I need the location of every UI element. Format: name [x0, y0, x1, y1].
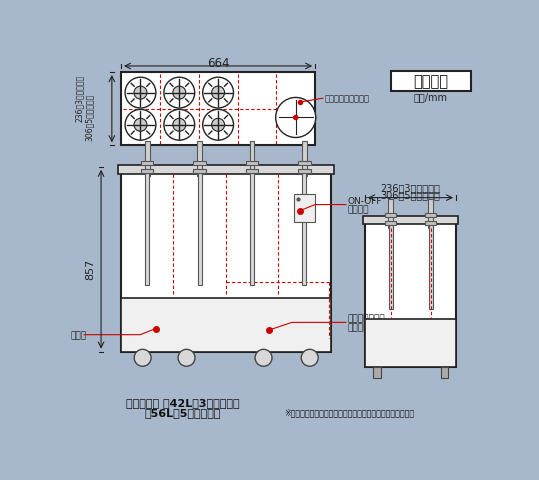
- Bar: [388, 200, 393, 229]
- Bar: [429, 200, 433, 229]
- Bar: [365, 220, 456, 367]
- Circle shape: [255, 349, 272, 367]
- Bar: [197, 142, 202, 177]
- Circle shape: [164, 78, 195, 109]
- Text: 約56L（5本タイプ）: 約56L（5本タイプ）: [144, 407, 221, 417]
- Circle shape: [164, 110, 195, 141]
- Text: 外寸法図: 外寸法図: [413, 74, 448, 89]
- Bar: [441, 367, 448, 378]
- Bar: [365, 320, 456, 367]
- Bar: [194, 170, 206, 174]
- Bar: [121, 298, 330, 352]
- Text: スラッジ除去ガイド: スラッジ除去ガイド: [324, 95, 369, 104]
- Text: 664: 664: [207, 57, 230, 70]
- Circle shape: [125, 110, 156, 141]
- Bar: [391, 72, 471, 91]
- Circle shape: [275, 98, 316, 138]
- Bar: [294, 194, 315, 222]
- Circle shape: [203, 110, 233, 141]
- Bar: [121, 168, 330, 352]
- Bar: [373, 367, 381, 378]
- Text: 236（3本タイプ）: 236（3本タイプ）: [75, 75, 84, 122]
- Circle shape: [173, 119, 186, 132]
- Circle shape: [212, 119, 225, 132]
- Circle shape: [173, 87, 186, 100]
- Bar: [363, 216, 458, 224]
- Text: 306（5本タイプ）: 306（5本タイプ）: [381, 190, 440, 200]
- Text: 306（5本タイプ）: 306（5本タイプ）: [85, 93, 94, 140]
- Circle shape: [134, 119, 147, 132]
- Bar: [145, 142, 150, 177]
- Bar: [198, 174, 202, 285]
- Circle shape: [134, 349, 151, 367]
- Text: ON-OFF: ON-OFF: [348, 196, 382, 205]
- Bar: [302, 142, 307, 177]
- Circle shape: [134, 87, 147, 100]
- Circle shape: [178, 349, 195, 367]
- Bar: [429, 225, 432, 310]
- Text: ポンプ: ポンプ: [70, 331, 86, 339]
- Bar: [146, 174, 149, 285]
- Bar: [141, 162, 154, 166]
- Bar: [425, 214, 436, 217]
- Text: ※性能改善の為、お断り無く設計変更することがあります。: ※性能改善の為、お断り無く設計変更することがあります。: [285, 408, 415, 416]
- Bar: [425, 221, 436, 225]
- Bar: [385, 214, 396, 217]
- Circle shape: [203, 78, 233, 109]
- Text: 単位/mm: 単位/mm: [413, 92, 447, 102]
- Bar: [121, 73, 315, 146]
- Text: タンク容量 約42L（3本タイプ）: タンク容量 約42L（3本タイプ）: [126, 397, 239, 408]
- Text: スイッチ: スイッチ: [348, 205, 369, 214]
- Text: スラッジタンク: スラッジタンク: [348, 314, 385, 323]
- Bar: [141, 170, 154, 174]
- Text: 引出し式: 引出し式: [348, 323, 369, 332]
- Bar: [385, 221, 396, 225]
- Circle shape: [125, 78, 156, 109]
- Text: 857: 857: [85, 259, 95, 280]
- Circle shape: [212, 87, 225, 100]
- Bar: [118, 165, 334, 174]
- Bar: [298, 170, 310, 174]
- Bar: [246, 170, 258, 174]
- Text: 236（3本タイプ）: 236（3本タイプ）: [381, 182, 440, 192]
- Bar: [246, 162, 258, 166]
- Circle shape: [293, 116, 298, 120]
- Bar: [298, 162, 310, 166]
- Bar: [302, 174, 306, 285]
- Bar: [250, 174, 254, 285]
- Bar: [194, 162, 206, 166]
- Circle shape: [301, 349, 318, 367]
- Bar: [250, 142, 254, 177]
- Bar: [389, 225, 392, 310]
